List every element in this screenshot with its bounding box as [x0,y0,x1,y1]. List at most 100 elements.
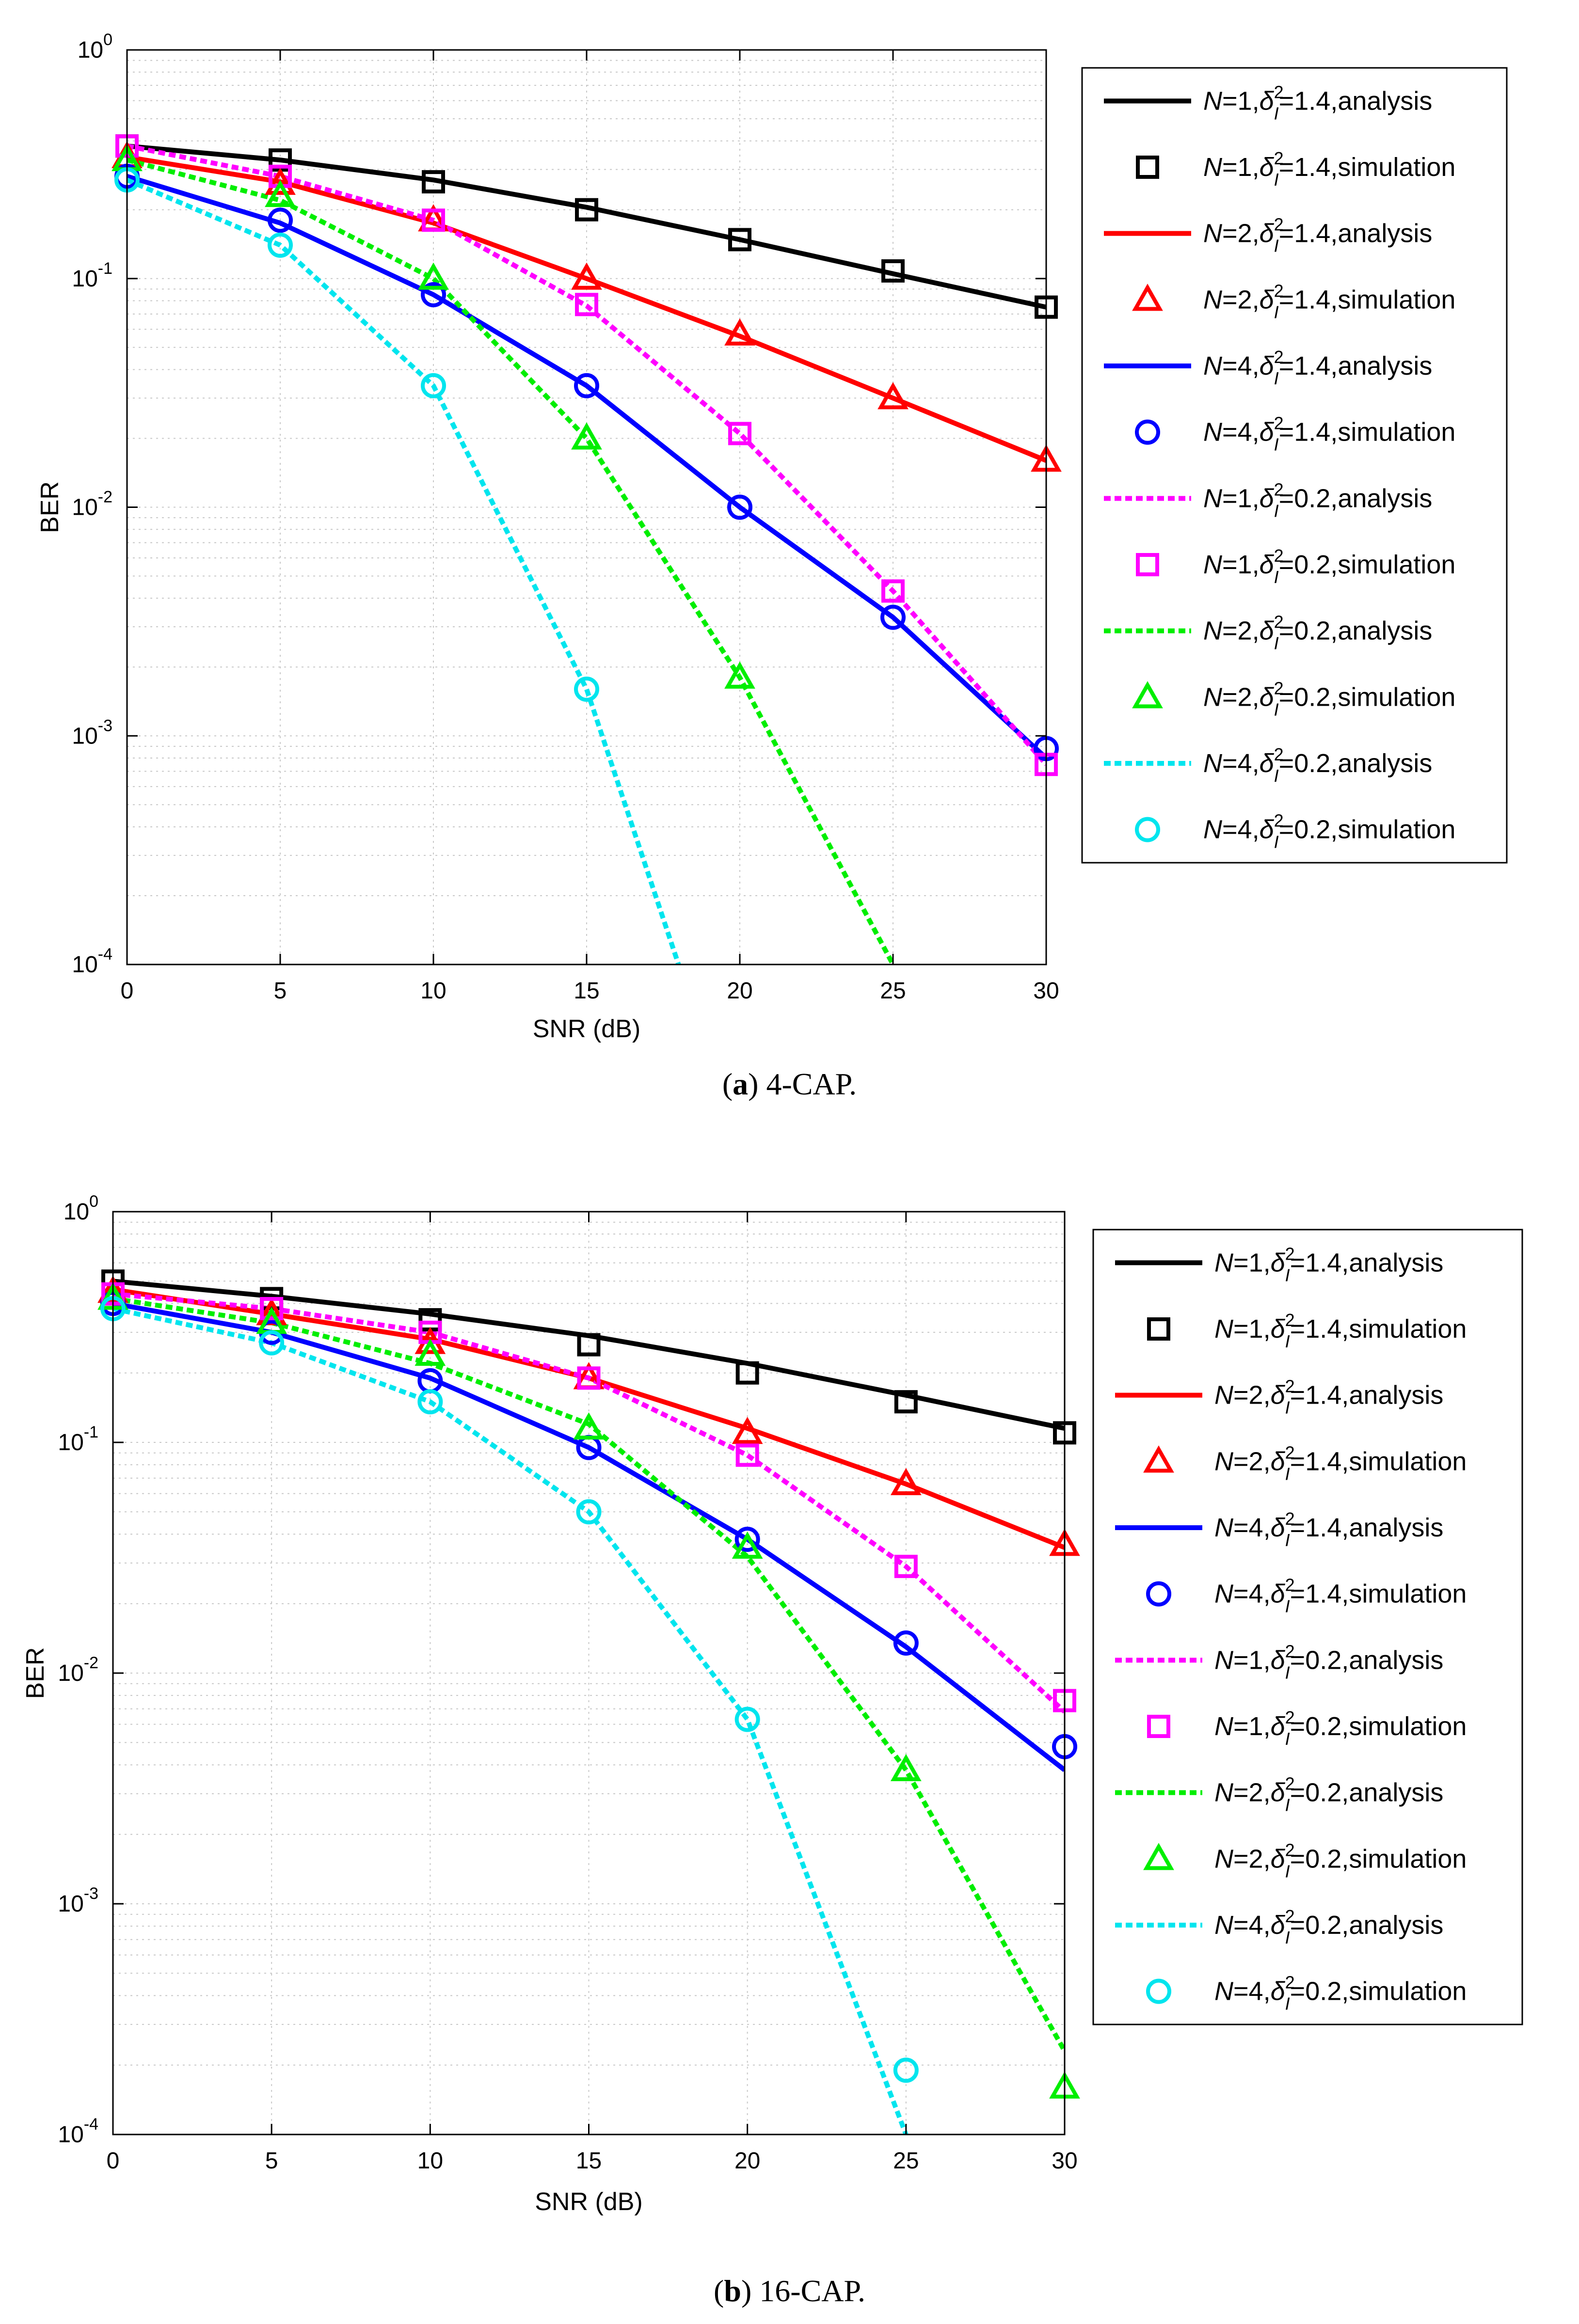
series-N4-d1_4-simulation-point [893,1630,919,1656]
series-N4-d0_2-analysis-line [113,1306,909,2134]
legend-label: N=1,δ2 I=1.4,simulation [1203,148,1455,190]
series-N1-d1_4-simulation-point [422,170,445,194]
series-N2-d0_2-simulation-point [265,180,296,207]
y-tick-label: 100 [78,31,112,63]
series-N2-d0_2-simulation-point [415,1338,446,1366]
legend-label: N=1,δ2 I=1.4,analysis [1203,82,1432,123]
x-tick-label: 10 [417,2148,443,2174]
series-N4-d0_2-analysis-line [127,177,681,964]
x-tick-label: 25 [880,978,906,1004]
series-N1-d1_4-simulation-point [894,1390,918,1414]
x-tick-label: 30 [1052,2148,1077,2174]
x-tick-label: 15 [574,978,599,1004]
legend-entry: N=2,δ2 I=1.4,analysis [1115,1376,1443,1418]
series-N2-d0_2-simulation-point [418,262,449,290]
tick-marks [112,1211,1066,2135]
legend-swatch-marker [1146,1581,1171,1607]
series-N4-d0_2-simulation-point [574,676,599,702]
legend-label: N=1,δ2 I=1.4,analysis [1214,1244,1443,1285]
legend-label: N=1,δ2 I=0.2,analysis [1203,479,1432,521]
legend-entry: N=1,δ2 I=0.2,analysis [1104,479,1432,521]
legend-entry: N=1,δ2 I=1.4,simulation [1147,1310,1467,1351]
series-N2-d1_4-simulation-point [877,382,909,410]
legend-label: N=4,δ2 I=0.2,analysis [1203,744,1432,786]
series-N4-d0_2-simulation-point [893,2057,919,2083]
series-N1-d0_2-simulation-point [728,422,751,445]
caption-a: (a) 4-CAP. [722,1067,857,1101]
grid [127,50,1046,965]
x-tick-label: 15 [576,2148,602,2174]
legend-label: N=2,δ2 I=1.4,simulation [1214,1442,1467,1484]
legend-entry: N=1,δ2 I=1.4,analysis [1115,1244,1443,1285]
series-N4-d0_2-simulation-point [417,1389,443,1415]
series-N4-d1_4-simulation-point [727,494,752,520]
legend-label: N=2,δ2 I=0.2,analysis [1203,612,1432,653]
series-N1-d1_4-simulation-point [577,1333,601,1357]
series-N2-d0_2-simulation-point [724,661,755,689]
series-N1-d0_2-simulation-point [575,293,598,316]
y-tick-label: 10-3 [58,1884,98,1917]
series-N2-d0_2-simulation-point [573,1412,605,1440]
legend-swatch-marker [1136,156,1159,179]
legend-swatch-marker [1135,817,1160,842]
legend-label: N=2,δ2 I=1.4,simulation [1203,281,1455,322]
x-tick-label: 5 [274,978,287,1004]
x-tick-label: 30 [1033,978,1059,1004]
legend-swatch-marker [1135,419,1160,445]
legend-entry: N=2,δ2 I=0.2,analysis [1104,612,1432,653]
legend-label: N=4,δ2 I=1.4,analysis [1203,347,1432,388]
legend-label: N=2,δ2 I=0.2,simulation [1214,1840,1467,1881]
legend-label: N=2,δ2 I=0.2,analysis [1214,1774,1443,1815]
y-axis-label: BER [21,1647,49,1699]
legend: N=1,δ2 I=1.4,analysis N=1,δ2 I=1.4,simulati… [1092,1229,1523,2025]
series-N4-d0_2-simulation-point [734,1707,760,1732]
series-N4-d0_2-simulation-point [421,373,446,398]
legend: N=1,δ2 I=1.4,analysis N=1,δ2 I=1.4,simulati… [1081,67,1508,864]
legend-entry: N=2,δ2 I=0.2,simulation [1132,678,1455,719]
series-N1-d1_4-simulation-point [575,198,598,221]
legend-label: N=4,δ2 I=1.4,analysis [1214,1509,1443,1550]
series-N2-d1_4-simulation-point [890,1468,922,1495]
y-tick-label: 10-4 [58,2115,98,2148]
y-tick-label: 10-4 [72,945,112,978]
legend-swatch-marker [1136,553,1159,576]
legend-entry: N=2,δ2 I=1.4,simulation [1143,1442,1467,1484]
legend-box [1092,1229,1523,2025]
x-axis-label: SNR (dB) [533,1015,640,1043]
series-N1-d0_2-simulation-point [577,1366,601,1390]
series-N4-d0_2-simulation-point [268,232,293,258]
series-N4-d0_2-simulation-point [259,1330,285,1356]
legend-entry: N=4,δ2 I=0.2,simulation [1146,1973,1467,2014]
y-tick-label: 10-1 [58,1423,98,1455]
series-N4-d1_4-simulation-point [734,1527,760,1552]
legend-label: N=1,δ2 I=1.4,simulation [1214,1310,1467,1351]
chart-a: 0 5 10 15 20 25 30 100 10-1 10-2 10-3 10-4 SNR (dB) B… [36,31,1508,1043]
series-N2-d1_4-simulation-point [265,167,296,195]
legend-entry: N=1,δ2 I=0.2,simulation [1147,1707,1467,1749]
tick-marks [126,49,1047,965]
series-N1-d1_4-analysis-line [127,143,1046,310]
grid [113,1212,1065,2135]
legend-entry: N=4,δ2 I=1.4,simulation [1135,413,1455,455]
legend-label: N=4,δ2 I=1.4,simulation [1214,1575,1467,1616]
series-N1-d0_2-simulation-point [422,208,445,232]
series-N4-d1_4-simulation-point [880,604,906,630]
legend-entry: N=4,δ2 I=0.2,simulation [1135,811,1455,852]
legend-label: N=4,δ2 I=0.2,analysis [1214,1906,1443,1947]
legend-label: N=2,δ2 I=1.4,analysis [1214,1376,1443,1418]
series-N1-d1_4-simulation-point [735,1361,759,1385]
y-axis-label: BER [36,481,64,533]
y-tick-label: 100 [64,1192,98,1225]
x-tick-label: 0 [107,2148,120,2174]
x-tick-label: 5 [265,2148,278,2174]
series-N1-d0_2-simulation-point [881,579,905,603]
legend-label: N=4,δ2 I=1.4,simulation [1203,413,1455,455]
series-N1-d0_2-analysis-line [127,143,1046,766]
x-tick-label: 20 [727,978,752,1004]
x-axis-label: SNR (dB) [535,2188,642,2216]
legend-entry: N=4,δ2 I=1.4,analysis [1104,347,1432,388]
legend-label: N=2,δ2 I=1.4,analysis [1203,215,1432,256]
series-N4-d1_4-simulation-point [268,207,293,233]
chart-b: 0 5 10 15 20 25 30 100 10-1 10-2 10-3 10-4 SNR (dB) B… [21,1192,1523,2216]
